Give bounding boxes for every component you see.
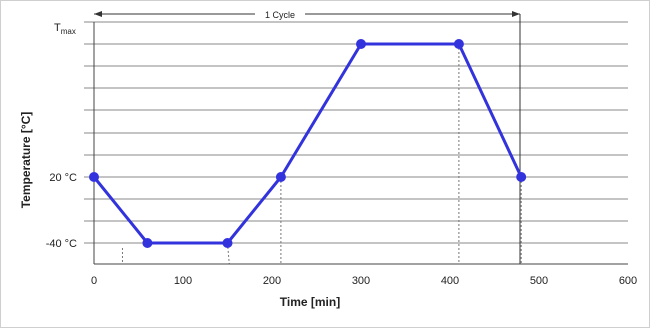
data-point-0: [89, 172, 99, 182]
series-line: [92, 42, 523, 245]
data-point-2: [222, 238, 233, 248]
y-axis-title: Temperature [°C]: [19, 112, 33, 209]
cycle-label-bg: [255, 9, 305, 20]
data-point-1: [142, 238, 153, 248]
y-tick-labels: Tmax 20 °C -40 °C: [46, 22, 77, 250]
x-tick-label-400: 400: [441, 275, 459, 287]
cycle-annotation: 1 Cycle: [94, 9, 521, 264]
guide-line-cold-end: [227, 242, 230, 265]
x-tick-label-0: 0: [91, 275, 97, 287]
vertical-guide-lines: [121, 44, 522, 265]
cycle-arrow-left: [94, 11, 102, 17]
y-tick-tmax: Tmax: [54, 22, 76, 36]
x-tick-label-600: 600: [619, 275, 637, 287]
y-tick-tmax-sub: max: [61, 27, 76, 36]
x-tick-label-200: 200: [263, 275, 281, 287]
cycle-arrow-right: [512, 11, 520, 17]
series-temperature: [89, 39, 527, 248]
y-tick-minus40: -40 °C: [46, 238, 77, 250]
y-tick-tmax-main: T: [54, 22, 61, 34]
y-tick-20: 20 °C: [49, 172, 77, 184]
x-tick-labels: 0 100 200 300 400 500 600: [91, 275, 637, 287]
data-point-6: [516, 172, 527, 182]
x-tick-label-500: 500: [530, 275, 548, 287]
x-tick-label-100: 100: [174, 275, 192, 287]
axes: [93, 22, 628, 265]
data-point-4: [356, 39, 366, 49]
grid-lines: [84, 21, 628, 244]
x-axis-title: Time [min]: [280, 295, 340, 309]
data-point-5: [453, 39, 464, 49]
x-tick-label-300: 300: [352, 275, 370, 287]
data-point-3: [275, 172, 286, 182]
cycle-label: 1 Cycle: [265, 10, 295, 20]
